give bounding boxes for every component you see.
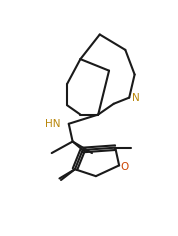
Text: N: N: [132, 93, 139, 103]
Text: O: O: [121, 162, 129, 172]
Text: HN: HN: [46, 119, 61, 129]
